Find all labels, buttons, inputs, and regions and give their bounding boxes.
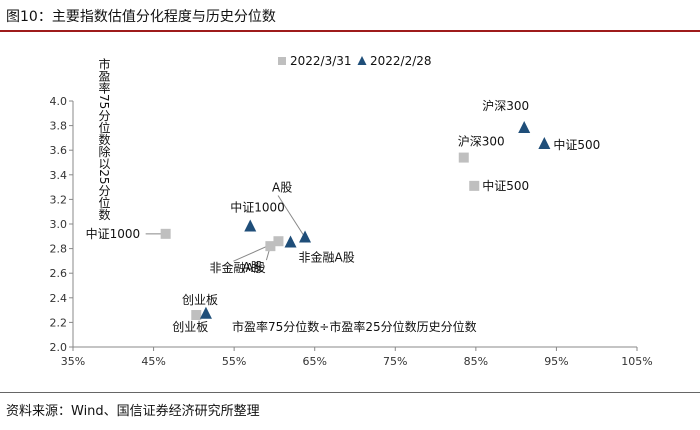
data-label: A股 — [242, 260, 262, 274]
data-point-square — [191, 310, 202, 321]
data-label: 沪深300 — [458, 135, 505, 149]
y-tick-label: 3.6 — [50, 144, 68, 157]
x-tick-label: 35% — [61, 355, 85, 368]
data-label: 非金融A股 — [299, 249, 355, 264]
data-label: 创业板 — [182, 293, 218, 307]
data-label: 中证500 — [482, 178, 529, 193]
y-tick-label: 2.8 — [50, 243, 68, 256]
data-point-triangle — [199, 306, 212, 319]
x-tick-label: 75% — [383, 355, 407, 368]
data-label: 中证1000 — [86, 226, 141, 241]
data-point-triangle — [538, 137, 551, 150]
y-tick-label: 2.0 — [50, 341, 68, 354]
y-tick-label: 3.8 — [50, 120, 68, 133]
label-connector — [277, 195, 306, 238]
y-tick-label: 3.4 — [50, 169, 68, 182]
data-label: 沪深300 — [482, 99, 529, 113]
data-label: 非金融A股 — [209, 260, 265, 275]
x-tick-label: 65% — [302, 355, 326, 368]
data-label: 中证1000 — [230, 199, 285, 214]
data-point-triangle — [284, 235, 297, 248]
x-tick-label: 45% — [141, 355, 165, 368]
scatter-chart: 2.0 2.2 2.4 2.6 2.8 3.0 3.2 3.4 3.6 3.8 4.0 35% 45% 5… — [50, 54, 653, 368]
legend-label: 2022/3/31 — [290, 54, 352, 68]
y-tick-label: 2.6 — [50, 267, 68, 280]
data-point-triangle — [299, 230, 312, 243]
chart-marks — [160, 121, 551, 321]
title-divider — [0, 30, 700, 32]
data-label: A股 — [272, 181, 292, 195]
y-axis-label: 市盈率75分位数除以25分位数 — [97, 57, 111, 222]
source-note: 资料来源：Wind、国信证券经济研究所整理 — [6, 404, 260, 419]
data-point-square — [458, 152, 469, 163]
legend-marker-triangle — [357, 56, 367, 65]
legend-label: 2022/2/28 — [370, 54, 432, 68]
y-tick-label: 3.0 — [50, 218, 68, 231]
data-point-square — [160, 228, 171, 239]
legend-marker-square — [278, 57, 286, 65]
x-tick-label: 105% — [621, 355, 652, 368]
x-tick-label: 55% — [222, 355, 246, 368]
x-axis-label: 市盈率75分位数÷市盈率25分位数历史分位数 — [232, 319, 477, 334]
x-tick-label: 85% — [464, 355, 488, 368]
data-point-square — [469, 180, 480, 191]
chart-title: 图10：主要指数估值分化程度与历史分位数 — [6, 9, 276, 25]
data-labels: 中证1000A股非金融A股创业板沪深300中证500中证1000A股非金融A股创… — [86, 99, 601, 334]
x-tick-label: 95% — [544, 355, 568, 368]
data-point-triangle — [518, 121, 531, 134]
y-tick-label: 2.4 — [50, 292, 68, 305]
data-point-square — [273, 236, 284, 247]
data-label: 创业板 — [172, 320, 208, 334]
chart-axes: 2.0 2.2 2.4 2.6 2.8 3.0 3.2 3.4 3.6 3.8 4.0 35% 45% 5… — [50, 95, 653, 368]
footer-divider — [0, 392, 700, 393]
data-point-square — [265, 241, 276, 252]
data-point-triangle — [244, 219, 257, 232]
y-tick-label: 3.2 — [50, 193, 68, 206]
y-tick-label: 4.0 — [50, 95, 68, 108]
data-label: 中证500 — [553, 137, 600, 152]
y-tick-label: 2.2 — [50, 316, 68, 329]
chart-legend: 2022/3/31 2022/2/28 — [278, 54, 432, 68]
